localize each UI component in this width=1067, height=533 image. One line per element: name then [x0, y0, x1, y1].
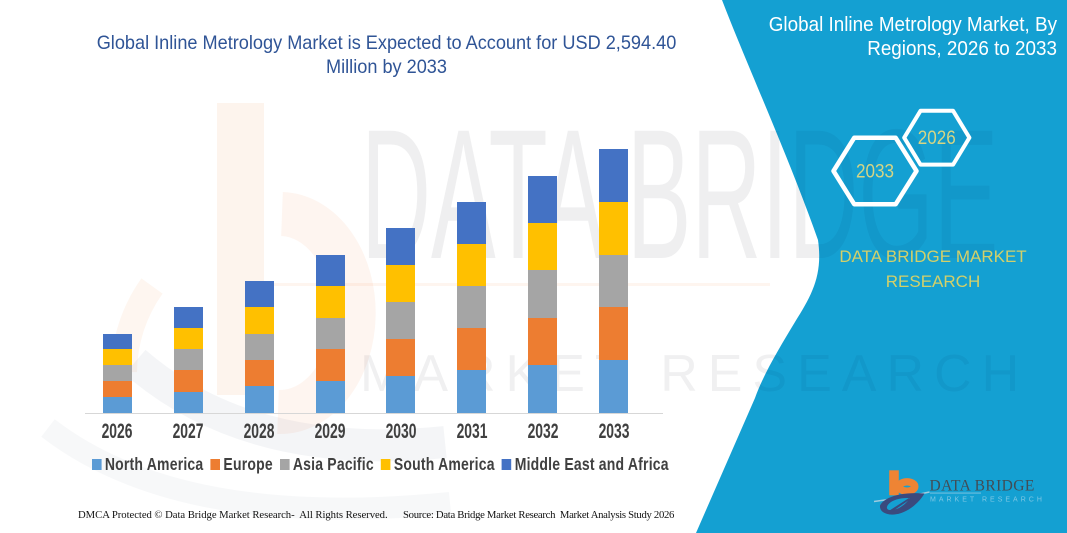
svg-text:DATA BRIDGE: DATA BRIDGE: [930, 478, 1035, 495]
svg-text:MARKET RESEARCH: MARKET RESEARCH: [930, 497, 1045, 504]
svg-text:2026: 2026: [918, 128, 956, 149]
svg-text:2033: 2033: [856, 162, 894, 183]
